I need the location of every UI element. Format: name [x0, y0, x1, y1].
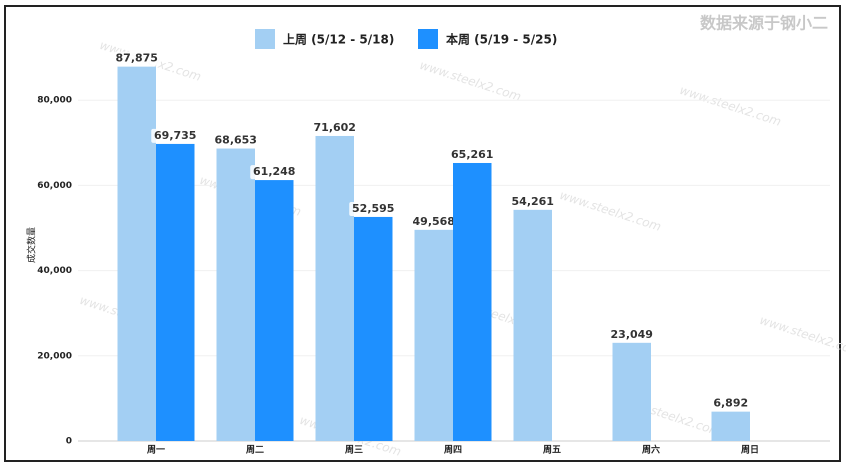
legend-swatch	[418, 29, 438, 49]
x-tick-label: 周六	[642, 444, 660, 456]
value-label: 52,595	[352, 202, 394, 215]
value-label: 54,261	[512, 195, 554, 208]
value-label: 87,875	[116, 52, 158, 65]
value-label-bg	[448, 147, 497, 162]
x-tick-label: 周四	[444, 445, 462, 456]
x-tick-label: 周二	[246, 445, 264, 456]
value-label-bg	[112, 51, 161, 66]
value-label-bg	[508, 194, 557, 209]
y-tick-label: 20,000	[37, 351, 72, 361]
x-tick-label: 周日	[741, 445, 759, 456]
y-tick-label: 0	[66, 437, 72, 447]
bar	[612, 342, 651, 441]
value-label-bg	[151, 128, 200, 143]
bar	[315, 135, 354, 442]
legend-label: 本周 (5/19 - 5/25)	[446, 32, 557, 47]
y-tick-label: 80,000	[37, 96, 72, 106]
bar	[354, 216, 393, 441]
bar	[711, 411, 750, 441]
value-label: 61,248	[253, 165, 295, 178]
bar	[216, 148, 255, 442]
x-tick-label: 周五	[543, 445, 561, 456]
value-label: 71,602	[314, 121, 356, 134]
value-label: 65,261	[451, 148, 493, 161]
value-label-bg	[211, 133, 260, 148]
value-label: 6,892	[713, 397, 748, 410]
source-note: 数据来源于钢小二	[700, 14, 828, 33]
value-label-bg	[250, 165, 299, 180]
value-label: 69,735	[154, 129, 196, 142]
value-label-bg	[607, 327, 656, 342]
bar	[414, 229, 453, 441]
value-label: 68,653	[215, 134, 257, 147]
legend-swatch	[255, 29, 275, 49]
bar	[255, 180, 294, 441]
y-axis-label: 成交数量	[26, 227, 38, 263]
value-label: 49,568	[413, 215, 455, 228]
value-label-bg	[310, 120, 359, 135]
x-tick-label: 周三	[345, 445, 363, 456]
value-label-bg	[706, 396, 755, 411]
value-label: 23,049	[611, 328, 653, 341]
legend-label: 上周 (5/12 - 5/18)	[283, 32, 394, 47]
y-tick-label: 40,000	[37, 266, 72, 276]
value-label-bg	[409, 214, 458, 229]
bar	[156, 143, 195, 441]
bar	[117, 66, 156, 441]
x-tick-label: 周一	[147, 445, 165, 456]
bar	[513, 209, 552, 441]
bar	[453, 162, 492, 441]
y-tick-label: 60,000	[37, 181, 72, 191]
value-label-bg	[349, 201, 398, 216]
